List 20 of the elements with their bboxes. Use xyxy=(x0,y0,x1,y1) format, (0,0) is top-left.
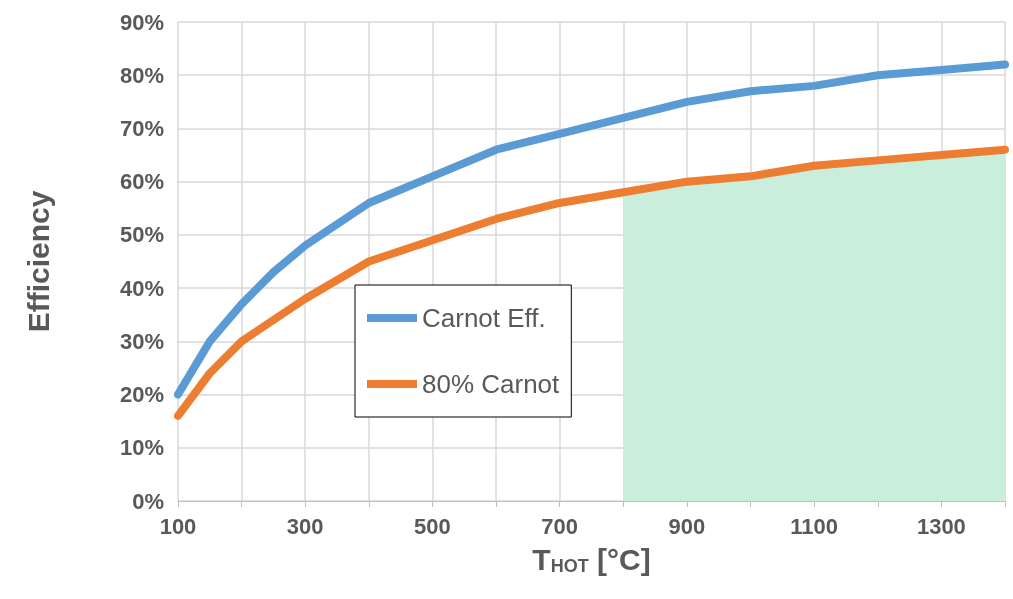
x-tick-label: 1300 xyxy=(916,513,966,539)
x-tick-label: 1100 xyxy=(790,513,839,539)
x-tick-label: 500 xyxy=(414,513,451,539)
legend-label: 80% Carnot xyxy=(422,369,561,399)
y-tick-label: 80% xyxy=(119,62,164,88)
y-tick-label: 30% xyxy=(119,328,164,354)
y-tick-label: 10% xyxy=(119,435,164,461)
x-tick-label: 300 xyxy=(286,513,324,539)
y-tick-label: 40% xyxy=(119,275,164,301)
x-tick-label: 700 xyxy=(541,513,579,539)
y-tick-label: 20% xyxy=(119,382,164,408)
y-tick-label: 0% xyxy=(132,488,164,514)
x-tick-label: 900 xyxy=(668,513,706,539)
y-axis-title: Efficiency xyxy=(21,190,55,333)
legend-label: Carnot Eff. xyxy=(422,303,546,333)
x-tick-label: 100 xyxy=(159,513,197,539)
y-tick-label: 90% xyxy=(119,9,164,35)
y-tick-label: 70% xyxy=(119,115,164,141)
y-tick-label: 50% xyxy=(119,222,164,248)
y-tick-label: 60% xyxy=(119,169,164,195)
